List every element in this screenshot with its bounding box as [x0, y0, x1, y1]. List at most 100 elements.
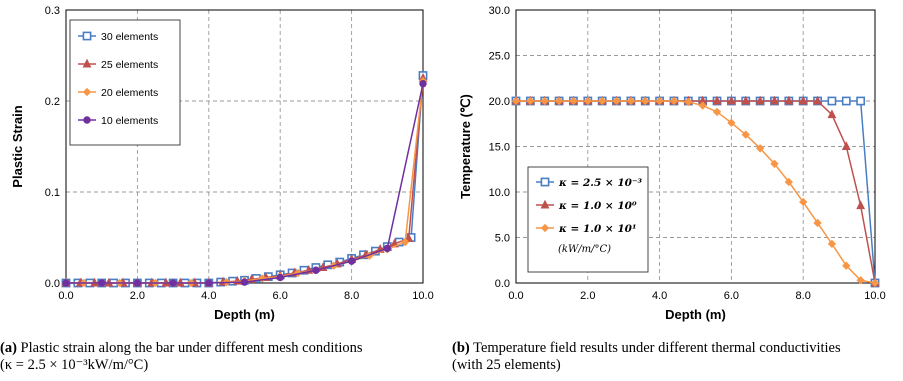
legend-label: 20 elements	[101, 87, 158, 99]
legend-marker	[540, 177, 550, 187]
caption-a-text: Plastic strain along the bar under diffe…	[20, 340, 363, 356]
data-point	[813, 95, 822, 105]
data-point	[856, 96, 866, 106]
data-point	[554, 96, 564, 106]
data-point	[755, 144, 765, 153]
caption-b: (b) Temperature field results under diff…	[452, 340, 841, 374]
data-point	[169, 279, 177, 287]
series-4	[62, 80, 427, 287]
data-point	[569, 96, 578, 106]
data-point	[698, 101, 707, 110]
y-tick-label: 0.3	[45, 5, 60, 17]
legend-marker	[82, 58, 92, 68]
data-point	[383, 244, 391, 253]
x-tick-label: 0.0	[58, 290, 73, 302]
caption-b-text: Temperature field results under differen…	[473, 340, 841, 356]
data-point	[684, 97, 693, 107]
data-point	[741, 95, 751, 105]
plot-frame	[515, 9, 876, 284]
data-point	[526, 96, 535, 106]
data-point	[626, 96, 636, 106]
legend-label: 30 elements	[101, 31, 158, 43]
y-tick-label: 10.0	[489, 187, 510, 199]
legend-label: κ = 2.5 × 10⁻³	[558, 177, 643, 189]
data-point	[856, 276, 865, 285]
x-tick-label: 4.0	[652, 290, 667, 302]
data-point	[712, 107, 722, 117]
data-point	[133, 279, 142, 287]
data-point	[784, 95, 794, 105]
data-point	[726, 95, 736, 105]
data-point	[205, 279, 213, 287]
caption-a: (a) Plastic strain along the bar under d…	[0, 340, 363, 374]
caption-a-subtext: (κ = 2.5 × 10⁻³kW/m/°C)	[0, 357, 149, 373]
x-tick-label: 6.0	[273, 290, 288, 302]
x-tick-label: 2.0	[130, 290, 145, 302]
data-point	[741, 130, 750, 139]
data-point	[842, 261, 851, 270]
data-point	[400, 237, 410, 247]
data-point	[770, 159, 779, 168]
legend-label: κ = 1.0 × 10⁰	[558, 200, 637, 212]
caption-a-label: (a)	[0, 340, 17, 356]
data-point	[540, 96, 549, 106]
caption-b-subtext: (with 25 elements)	[452, 357, 561, 373]
x-tick-label: 8.0	[796, 290, 811, 302]
data-point	[404, 233, 414, 242]
data-point	[841, 141, 851, 150]
legend-label: 25 elements	[101, 59, 158, 71]
data-point	[799, 197, 808, 207]
data-point	[276, 273, 284, 282]
legend-label: 10 elements	[101, 115, 158, 127]
legend: 30 elements 25 elements 20 elements 10 elem…	[69, 19, 181, 146]
y-tick-label: 0.0	[45, 278, 60, 290]
data-point	[856, 200, 866, 210]
x-tick-label: 8.0	[344, 290, 359, 302]
caption-b-label: (b)	[452, 340, 470, 356]
x-tick-label: 10.0	[412, 290, 433, 302]
y-axis-title: Temperature (℃)	[458, 94, 473, 199]
data-point	[784, 177, 794, 187]
y-tick-label: 25.0	[489, 51, 510, 63]
data-point	[669, 96, 679, 106]
legend-marker	[540, 223, 550, 233]
data-point	[293, 268, 303, 278]
legend: κ = 2.5 × 10⁻³ κ = 1.0 × 10⁰ κ = 1.0 × 10¹…	[527, 166, 649, 273]
data-point	[97, 279, 106, 287]
legend-marker	[82, 31, 92, 41]
data-point	[612, 96, 621, 106]
data-point	[727, 118, 736, 128]
data-point	[870, 278, 880, 288]
y-tick-label: 0.0	[495, 278, 510, 290]
data-point	[827, 96, 837, 106]
data-point	[755, 95, 765, 105]
x-tick-label: 0.0	[508, 290, 523, 302]
chart-panel-b: 0.0 2.0 4.0 6.0 8.0 10.0 0.0 5.0 10.0 15.0 20.0 25.…	[458, 5, 886, 322]
legend-marker	[540, 199, 550, 209]
data-point	[827, 239, 837, 249]
y-tick-label: 15.0	[489, 142, 510, 154]
legend-box	[69, 19, 181, 146]
data-point	[798, 95, 808, 105]
data-point	[312, 266, 320, 274]
data-point	[240, 278, 249, 286]
x-axis-title: Depth (m)	[214, 307, 275, 322]
y-tick-label: 0.1	[45, 187, 60, 199]
data-point	[813, 218, 822, 228]
y-axis-title: Plastic Strain	[10, 105, 25, 187]
data-point	[62, 279, 70, 287]
x-axis-title: Depth (m)	[665, 307, 726, 322]
data-point	[712, 95, 722, 105]
series-3	[511, 96, 880, 288]
chart-panel-a: 0.0 2.0 4.0 6.0 8.0 10.0 0.0 0.1 0.2 0.3 Depth (m)…	[10, 5, 434, 322]
y-tick-label: 5.0	[495, 233, 510, 245]
data-point	[347, 257, 356, 265]
data-point	[583, 96, 592, 106]
data-point	[641, 96, 650, 106]
data-point	[827, 109, 837, 119]
data-point	[419, 80, 427, 88]
legend-label: κ = 1.0 × 10¹	[558, 223, 637, 235]
data-point	[258, 274, 267, 283]
x-tick-label: 4.0	[201, 290, 216, 302]
